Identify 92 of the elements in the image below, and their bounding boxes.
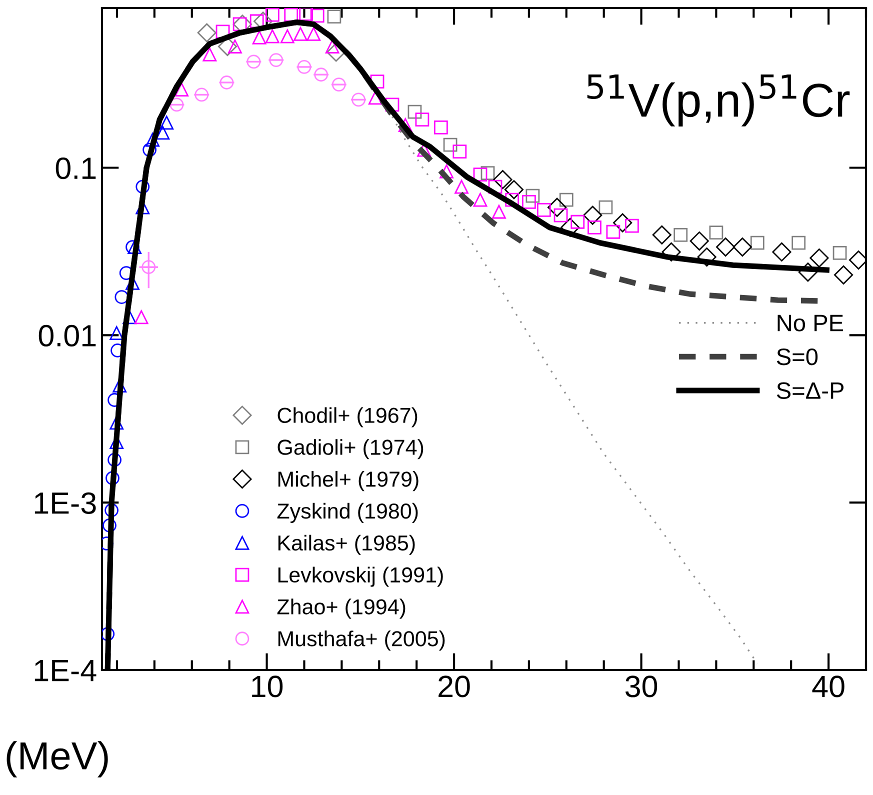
- legend-label: Kailas+ (1985): [278, 534, 415, 555]
- point: [174, 82, 189, 97]
- point: [493, 170, 512, 190]
- legend-label: Gadioli+ (1974): [278, 439, 424, 460]
- point: [832, 246, 847, 260]
- point: [280, 29, 294, 44]
- point: [160, 116, 174, 130]
- x-axis-title: (MeV): [6, 741, 108, 778]
- y-tick-label: 0.1: [56, 157, 96, 180]
- point: [772, 242, 792, 262]
- point: [588, 220, 602, 234]
- point: [536, 202, 551, 217]
- point: [798, 262, 818, 282]
- point: [443, 138, 458, 152]
- point: [504, 180, 524, 200]
- point: [570, 214, 585, 229]
- point: [142, 260, 156, 274]
- point: [327, 10, 342, 24]
- point: [134, 310, 148, 324]
- legend-label: No PE: [778, 314, 844, 332]
- legend-label: S=Δ-P: [776, 382, 844, 400]
- point: [792, 236, 806, 250]
- point: [716, 238, 736, 257]
- x-tick-label: 20: [438, 676, 470, 698]
- point: [110, 326, 124, 340]
- point: [598, 200, 613, 214]
- y-tick-label: 1E-4: [34, 660, 96, 682]
- y-tick-label: 0.01: [38, 324, 96, 347]
- point: [408, 104, 422, 119]
- point: [522, 194, 536, 209]
- point: [810, 248, 829, 268]
- point: [306, 26, 321, 41]
- point: [480, 166, 495, 180]
- point: [156, 126, 170, 140]
- point: [220, 76, 234, 90]
- point: [606, 224, 620, 239]
- point: [452, 144, 467, 158]
- legend-label: Michel+ (1979): [278, 471, 418, 492]
- point: [170, 98, 184, 112]
- point: [265, 29, 280, 44]
- point: [554, 208, 568, 222]
- legend-label: Chodil+ (1967): [278, 407, 418, 428]
- x-tick-label: 10: [252, 676, 283, 698]
- point: [297, 60, 312, 74]
- point: [368, 90, 382, 105]
- point: [194, 88, 209, 102]
- point: [314, 68, 328, 82]
- point: [662, 242, 681, 262]
- point: [652, 225, 672, 244]
- point: [624, 218, 639, 233]
- point: [559, 192, 574, 207]
- point: [697, 247, 716, 267]
- text: $^{51}$V(p,n)$^{51}$Cr: [587, 74, 850, 126]
- point: [299, 8, 314, 21]
- legend-label: Zhao+ (1994): [277, 598, 406, 619]
- point: [269, 53, 284, 67]
- point: [265, 8, 280, 22]
- point: [674, 228, 688, 242]
- legend-label: Musthafa+ (2005): [278, 630, 445, 651]
- point: [834, 265, 854, 284]
- point: [690, 232, 709, 251]
- point: [202, 48, 217, 62]
- point: [325, 40, 340, 54]
- point: [583, 206, 602, 225]
- point: [197, 23, 216, 42]
- point: [526, 188, 540, 203]
- point: [332, 78, 346, 92]
- point: [613, 213, 632, 232]
- point: [492, 204, 506, 219]
- point: [352, 92, 366, 107]
- point: [750, 236, 764, 250]
- point: [547, 198, 567, 217]
- legend-label: S=0: [776, 348, 818, 366]
- point: [252, 30, 266, 44]
- point: [434, 120, 448, 134]
- legend-label: Zyskind (1980): [277, 502, 418, 523]
- point: [709, 226, 724, 240]
- x-tick-label: 30: [625, 676, 658, 698]
- x-tick-label: 40: [812, 676, 844, 698]
- point: [454, 180, 468, 194]
- point: [114, 290, 129, 304]
- point: [415, 112, 430, 127]
- legend-label: Levkovskij (1991): [278, 566, 443, 587]
- y-tick-label: 1E-3: [34, 492, 96, 514]
- point: [473, 168, 488, 182]
- point: [560, 218, 580, 237]
- point: [228, 40, 242, 54]
- point: [246, 54, 261, 69]
- point: [473, 192, 488, 207]
- point: [310, 8, 324, 23]
- point: [732, 238, 752, 257]
- point: [294, 26, 308, 41]
